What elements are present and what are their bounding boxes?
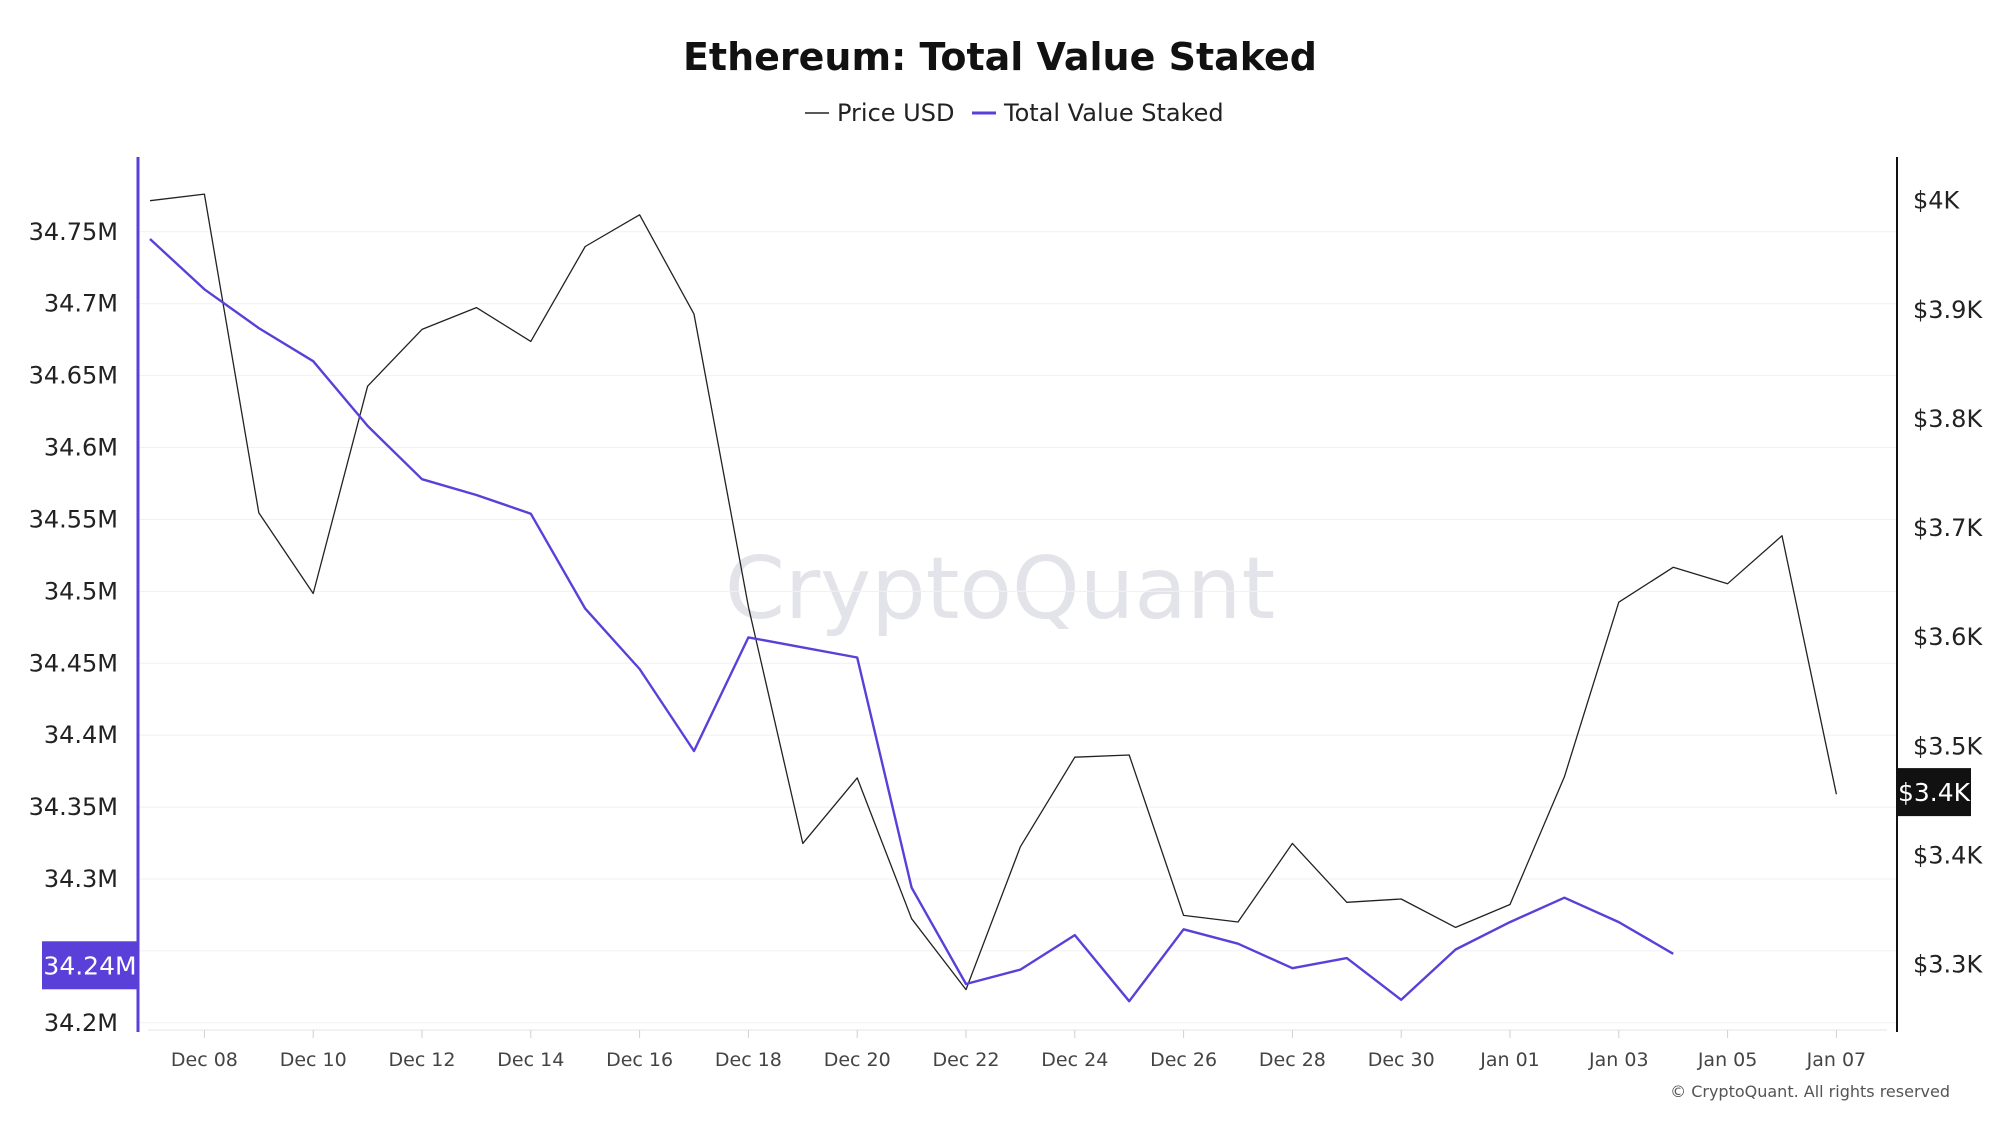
x-tick-label: Dec 18 xyxy=(715,1049,782,1071)
x-tick-label: Dec 26 xyxy=(1150,1049,1217,1071)
x-tick-label: Jan 07 xyxy=(1806,1049,1867,1071)
right-current-value-badge xyxy=(1897,768,1971,817)
left-tick-label: 34.5M xyxy=(44,577,118,605)
tick-labels: 34.2M 34.3M 34.35M 34.4M 34.45M 34.5M 34.55M 34… xyxy=(29,187,1984,1071)
grid-lines xyxy=(138,231,1897,1024)
right-tick-label: $4K xyxy=(1913,187,1961,215)
left-tick-label: 34.75M xyxy=(29,218,118,246)
left-tick-label: 34.7M xyxy=(44,290,118,318)
x-tick-label: Jan 01 xyxy=(1479,1049,1540,1071)
x-tick-label: Dec 10 xyxy=(280,1049,347,1071)
x-tick-label: Dec 30 xyxy=(1368,1049,1435,1071)
value-badges: 34.24M $3.4K xyxy=(42,768,1971,990)
axes xyxy=(136,157,1898,1038)
chart-title: Ethereum: Total Value Staked xyxy=(683,35,1317,79)
x-tick-label: Dec 12 xyxy=(389,1049,456,1071)
legend: Price USD Total Value Staked xyxy=(805,99,1224,127)
right-tick-label: $3.7K xyxy=(1913,514,1983,542)
watermark: CryptoQuant xyxy=(725,539,1275,639)
right-tick-label: $3.5K xyxy=(1913,732,1983,760)
x-tick-label: Dec 28 xyxy=(1259,1049,1326,1071)
legend-label: Total Value Staked xyxy=(1003,99,1224,127)
left-tick-label: 34.35M xyxy=(29,793,118,821)
x-tick-label: Jan 03 xyxy=(1588,1049,1649,1071)
legend-label: Price USD xyxy=(837,99,954,127)
series-lines xyxy=(149,193,1838,1003)
x-tick-label: Jan 05 xyxy=(1697,1049,1758,1071)
left-tick-label: 34.2M xyxy=(44,1009,118,1037)
x-tick-label: Dec 24 xyxy=(1041,1049,1108,1071)
x-tick-label: Dec 22 xyxy=(933,1049,1000,1071)
x-tick-label: Dec 14 xyxy=(497,1049,564,1071)
left-current-value-badge xyxy=(42,941,138,990)
left-tick-label: 34.6M xyxy=(44,434,118,462)
x-tick-label: Dec 08 xyxy=(171,1049,238,1071)
copyright-text: © CryptoQuant. All rights reserved xyxy=(1670,1082,1950,1101)
x-tick-label: Dec 20 xyxy=(824,1049,891,1071)
left-tick-label: 34.45M xyxy=(29,649,118,677)
x-tick-label: Dec 16 xyxy=(606,1049,673,1071)
series-line-price-usd xyxy=(149,193,1838,991)
left-current-value-label: 34.24M xyxy=(43,951,136,980)
left-tick-label: 34.4M xyxy=(44,721,118,749)
right-tick-label: $3.4K xyxy=(1913,841,1983,869)
left-tick-label: 34.65M xyxy=(29,362,118,390)
right-tick-label: $3.6K xyxy=(1913,623,1983,651)
right-tick-label: $3.9K xyxy=(1913,296,1983,324)
left-tick-label: 34.55M xyxy=(29,505,118,533)
right-current-value-label: $3.4K xyxy=(1898,778,1971,807)
left-tick-label: 34.3M xyxy=(44,865,118,893)
right-tick-label: $3.3K xyxy=(1913,951,1983,979)
right-tick-label: $3.8K xyxy=(1913,405,1983,433)
series-line-total-value-staked xyxy=(149,238,1674,1003)
